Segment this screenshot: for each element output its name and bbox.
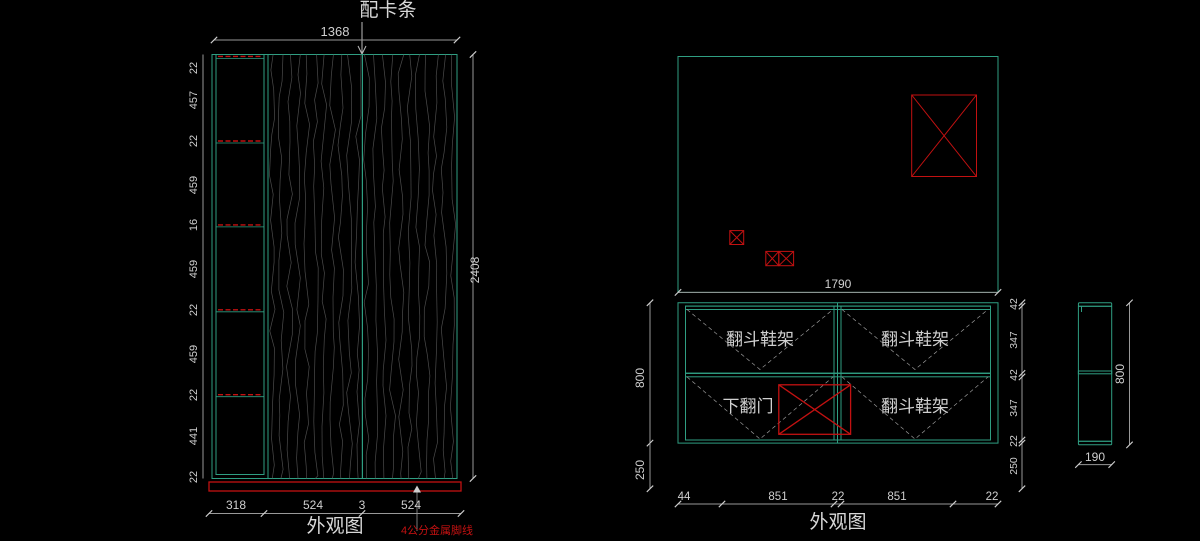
svg-text:800: 800 [1113, 364, 1127, 384]
svg-text:翻斗鞋架: 翻斗鞋架 [726, 330, 794, 349]
svg-text:22: 22 [1008, 435, 1020, 447]
svg-text:翻斗鞋架: 翻斗鞋架 [881, 397, 949, 416]
svg-text:翻斗鞋架: 翻斗鞋架 [881, 330, 949, 349]
svg-text:外观图: 外观图 [809, 511, 866, 533]
svg-text:3: 3 [359, 498, 366, 512]
svg-text:配卡条: 配卡条 [359, 0, 416, 21]
svg-text:4公分金属脚线: 4公分金属脚线 [401, 523, 473, 537]
svg-text:22: 22 [188, 62, 200, 74]
svg-text:22: 22 [832, 491, 845, 503]
svg-text:42: 42 [1008, 369, 1020, 381]
svg-text:22: 22 [188, 304, 200, 316]
svg-text:800: 800 [633, 368, 647, 388]
svg-text:347: 347 [1008, 399, 1020, 417]
svg-text:457: 457 [188, 91, 200, 109]
svg-text:441: 441 [188, 427, 200, 445]
svg-text:16: 16 [188, 219, 200, 231]
svg-text:318: 318 [226, 498, 246, 512]
svg-text:1790: 1790 [825, 277, 852, 291]
svg-text:22: 22 [986, 491, 999, 503]
svg-text:22: 22 [188, 471, 200, 483]
svg-text:851: 851 [887, 491, 906, 503]
svg-text:851: 851 [768, 491, 787, 503]
svg-text:下翻门: 下翻门 [723, 397, 774, 416]
svg-text:524: 524 [401, 498, 421, 512]
svg-text:42: 42 [1008, 298, 1020, 310]
svg-text:250: 250 [1008, 457, 1020, 475]
svg-text:2408: 2408 [468, 256, 482, 283]
svg-text:1368: 1368 [321, 24, 350, 39]
svg-text:524: 524 [303, 498, 323, 512]
svg-text:250: 250 [633, 460, 647, 480]
svg-text:外观图: 外观图 [306, 515, 363, 537]
svg-text:347: 347 [1008, 331, 1020, 349]
svg-text:190: 190 [1085, 450, 1105, 464]
svg-text:459: 459 [188, 260, 200, 278]
svg-text:22: 22 [188, 135, 200, 147]
svg-text:22: 22 [188, 389, 200, 401]
svg-text:459: 459 [188, 345, 200, 363]
svg-text:459: 459 [188, 176, 200, 194]
svg-text:44: 44 [678, 491, 691, 503]
